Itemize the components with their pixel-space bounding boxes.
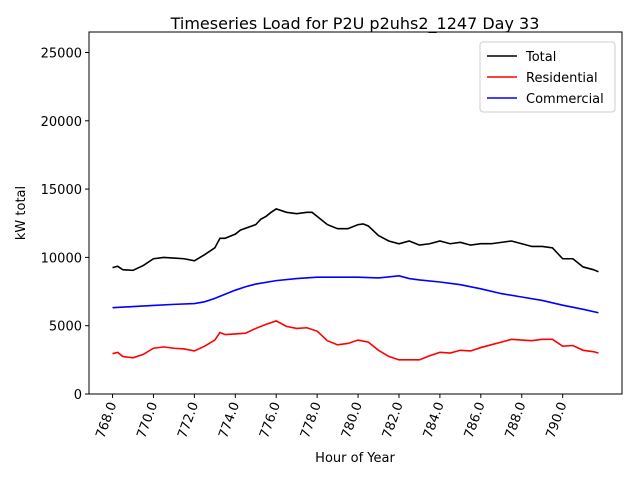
x-tick-label: 780.0 (339, 400, 366, 440)
legend-box (479, 41, 616, 113)
series-line-commercial (112, 275, 599, 314)
chart-title: Timeseries Load for P2U p2uhs2_1247 Day … (170, 14, 540, 34)
series-line-total (112, 208, 599, 273)
series-line-residential (112, 320, 599, 361)
y-tick-label: 15000 (41, 183, 82, 198)
legend-label: Residential (526, 71, 598, 86)
x-tick-label: 778.0 (298, 400, 325, 440)
legend-label: Total (525, 50, 556, 65)
x-tick-label: 790.0 (544, 400, 571, 440)
y-tick-label: 25000 (41, 46, 82, 61)
y-tick-label: 10000 (41, 251, 82, 266)
plot-frame (88, 31, 623, 395)
x-tick-label: 770.0 (134, 400, 161, 440)
x-tick-label: 788.0 (503, 400, 530, 440)
legend-label: Commercial (526, 92, 604, 107)
y-tick-label: 0 (74, 388, 82, 403)
x-axis-label: Hour of Year (315, 451, 395, 466)
x-tick-label: 786.0 (462, 400, 489, 440)
x-tick-label: 776.0 (257, 400, 284, 440)
x-tick-label: 772.0 (175, 400, 202, 440)
series-lines (112, 208, 599, 361)
y-tick-label: 5000 (49, 320, 82, 335)
legend: Total Residential Commercial (479, 41, 616, 113)
y-tick-label: 20000 (41, 115, 82, 130)
x-tick-label: 784.0 (421, 400, 448, 440)
x-axis: 768.0 770.0 772.0 774.0 776.0 778.0 780.0 782.0… (93, 394, 570, 440)
y-axis-label: kW total (14, 186, 29, 240)
x-tick-label: 768.0 (93, 400, 120, 440)
x-tick-label: 774.0 (216, 400, 243, 440)
y-axis: 0 5000 10000 15000 20000 25000 (41, 46, 89, 403)
x-tick-label: 782.0 (380, 400, 407, 440)
